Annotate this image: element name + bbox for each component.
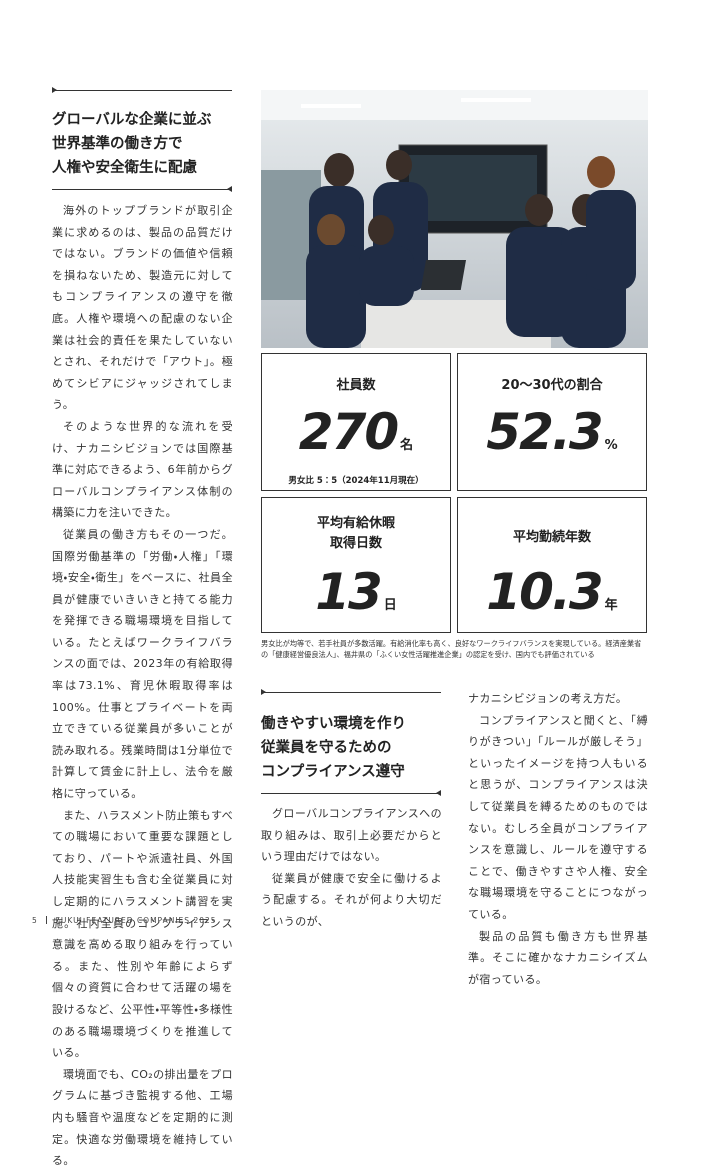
page-number: 5 [32,916,38,925]
body-text: グローバルコンプライアンスへの取り組みは、取引上必要だからという理由だけではない… [261,803,442,933]
paragraph: また、ハラスメント防止策もすべての職場において重要な課題としており、パートや派遣… [52,808,234,1060]
paragraph: グローバルコンプライアンスへの取り組みは、取引上必要だからという理由だけではない… [261,807,442,864]
publication-title: FUKUI FEATURED COMPANIES 2025 [55,916,217,925]
marker [52,87,57,93]
paragraph: 環境面でも、CO₂の排出量をプログラムに基づき監視する他、工場内も騒音や温度など… [52,1067,233,1168]
stat-label: 20〜30代の割合 [501,378,603,393]
heading-line: 世界基準の働き方で [52,136,183,152]
stat-unit: % [604,438,618,453]
stat-number: 270 [298,403,399,461]
stat-value: 10.3 年 [458,564,646,634]
heading-line: グローバルな企業に並ぶ [52,112,212,128]
marker [227,186,232,192]
stat-note: 男女比 5：5（2024年11月現在） [288,476,424,486]
stat-label: 社員数 [336,378,376,393]
body-text: ナカニシビジョンの考え方だ。 コンプライアンスと聞くと、「縛りがきつい」「ルール… [468,688,648,990]
separator [46,916,48,924]
heading: 働きやすい環境を作り 従業員を守るための コンプライアンス遵守 [261,712,406,784]
stat-value: 52.3% [458,404,646,474]
paragraph: ナカニシビジョンの考え方だ。 [468,692,628,705]
page: {"left":{"heading":["グローバルな企業に並ぶ","世界基準の… [32,87,648,1168]
paragraph: 海外のトップブランドが取引企業に求めるのは、製品の品質だけではない。ブランドの価… [52,204,233,412]
paragraph: そのような世界的な流れを受け、ナカニシビジョンでは国際基準に対応できるよう、6年… [52,419,233,520]
marker [261,689,266,695]
rule [261,793,441,794]
caption: 男女比が均等で、若手社員が多数活躍。有給消化率も高く、良好なワークライフバランス… [261,639,642,659]
stat-number: 10.3 [486,563,603,621]
paragraph: 従業員の働き方もその一つだ。国際労働基準の「労働・人権」「環境・安全・衛生」をベ… [52,527,233,801]
stat-box: 平均勤続年数 10.3 年 [457,497,647,633]
heading: グローバルな企業に並ぶ 世界基準の働き方で 人権や安全衛生に配慮 [52,108,211,180]
paragraph: コンプライアンスと聞くと、「縛りがきつい」「ルールが厳しそう」といったイメージを… [468,713,648,921]
stat-value: 13 日 [262,564,450,634]
marker [436,790,441,796]
stat-box: 20〜30代の割合 52.3% [457,353,647,491]
stat-unit: 日 [383,598,397,613]
heading-line: 働きやすい環境を作り [261,716,406,732]
stat-label: 平均勤続年数 [512,530,591,545]
stat-unit: 年 [604,598,618,613]
stat-box: 平均有給休暇 取得日数 13 日 [261,497,451,633]
paragraph: 従業員が健康で安全に働けるよう配慮する。それが何より大切だというのが、 [261,871,442,928]
heading-line: 従業員を守るための [261,740,392,756]
stat-number: 52.3 [486,403,603,461]
heading-line: コンプライアンス遵守 [261,764,405,780]
stat-unit: 名 [400,438,414,453]
paragraph: 製品の品質も働き方も世界基準。そこに確かなナカニシイズムが宿っている。 [468,929,648,986]
body-text: 海外のトップブランドが取引企業に求めるのは、製品の品質だけではない。ブランドの価… [52,200,233,1172]
stat-number: 13 [315,563,383,621]
footer: 5 FUKUI FEATURED COMPANIES 2025 [32,916,217,925]
photo [261,90,648,348]
stat-box: 社員数 270 名 男女比 5：5（2024年11月現在） [261,353,451,491]
stat-value: 270 名 [262,404,450,474]
rule [52,189,232,190]
heading-line: 人権や安全衛生に配慮 [52,160,197,176]
stat-label: 平均有給休暇 [316,516,395,531]
stat-label: 取得日数 [329,536,382,551]
rule [261,692,441,693]
rule [52,90,232,91]
